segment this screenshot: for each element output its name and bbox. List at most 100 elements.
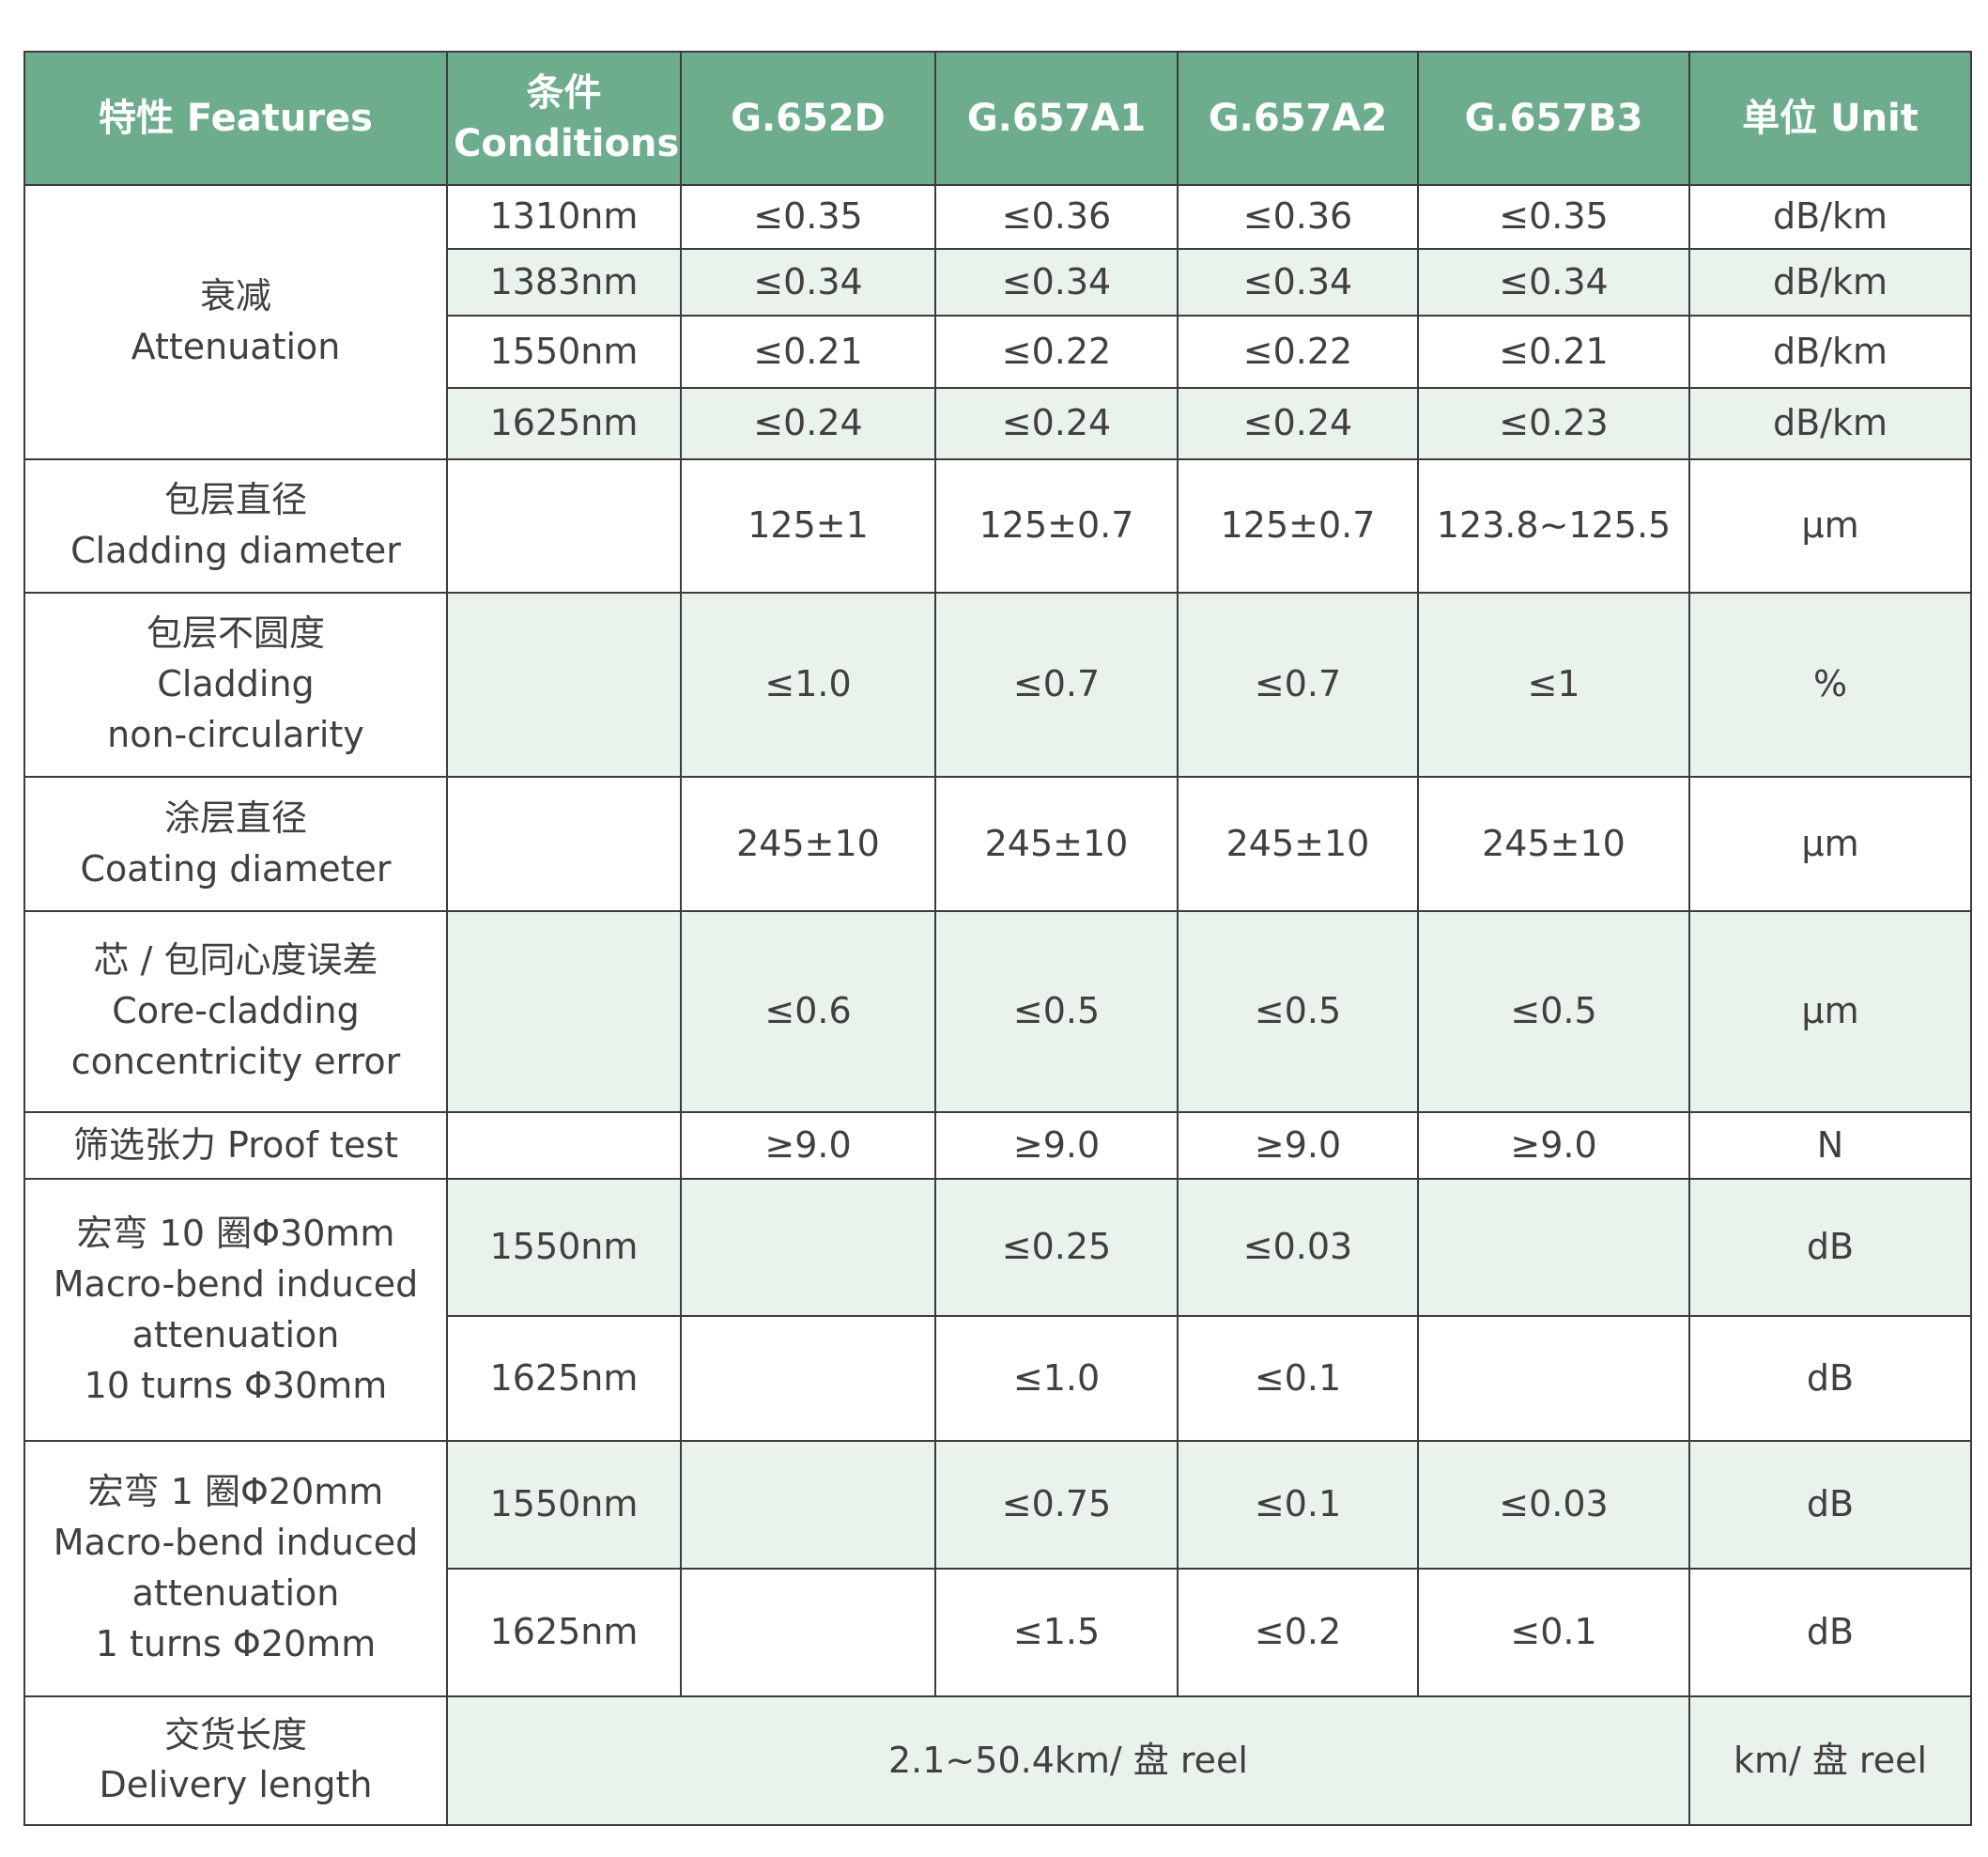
- condition-cell: [446, 591, 682, 779]
- unit-cell: dB/km: [1688, 387, 1972, 460]
- value-cell: ≤1.5: [934, 1568, 1179, 1697]
- header-g652d: G.652D: [680, 51, 936, 186]
- unit-cell: μm: [1688, 910, 1972, 1113]
- value-cell: ≤0.1: [1177, 1440, 1419, 1571]
- feature-label-cn: 包层直径: [163, 479, 307, 521]
- value-cell: ≤0.35: [1417, 183, 1690, 251]
- unit-cell: dB: [1688, 1315, 1972, 1443]
- feature-concentricity: 芯 / 包同心度误差 Core-cladding concentricity e…: [23, 910, 448, 1113]
- value-cell: ≤0.22: [934, 314, 1179, 390]
- feature-cladding-noncircularity: 包层不圆度 Cladding non-circularity: [23, 591, 448, 779]
- value-cell: 125±1: [680, 458, 936, 594]
- feature-label-cn: 涂层直径: [163, 797, 307, 839]
- feature-label-en: Macro-bend induced: [53, 1262, 419, 1305]
- value-cell: ≤0.25: [934, 1178, 1179, 1318]
- feature-label-en: Core-cladding: [112, 990, 360, 1032]
- header-unit: 单位 Unit: [1688, 51, 1972, 186]
- value-cell: ≤0.5: [1177, 910, 1419, 1113]
- spec-sheet: 特性 Features 条件 Conditions G.652D G.657A1 …: [23, 51, 1972, 1827]
- delivery-length-value: 2.1~50.4km/ 盘 reel: [446, 1695, 1690, 1827]
- table-row: 1625nm ≤0.24 ≤0.24 ≤0.24 ≤0.23 dB/km: [24, 387, 1972, 460]
- value-cell: [680, 1440, 936, 1571]
- value-cell: ≤0.24: [680, 387, 936, 460]
- value-cell: ≤0.24: [934, 387, 1179, 460]
- condition-cell: [446, 776, 682, 913]
- feature-label-en: Coating diameter: [80, 847, 392, 890]
- feature-label-en: Macro-bend induced: [53, 1522, 419, 1564]
- feature-attenuation: 衰减 Attenuation: [23, 184, 448, 460]
- value-cell: ≥9.0: [680, 1110, 936, 1181]
- header-g657b3: G.657B3: [1417, 51, 1690, 186]
- value-cell: ≤0.23: [1417, 387, 1690, 460]
- value-cell: ≥9.0: [1417, 1110, 1690, 1181]
- condition-cell: [446, 458, 682, 594]
- value-cell: ≤1: [1417, 591, 1690, 779]
- table-row: 包层不圆度 Cladding non-circularity ≤1.0 ≤0.7…: [23, 591, 1972, 779]
- feature-label-en: 10 turns Φ30mm: [84, 1364, 388, 1406]
- value-cell: ≤0.22: [1177, 314, 1419, 390]
- feature-coating-diameter: 涂层直径 Coating diameter: [23, 776, 448, 913]
- fiber-spec-table: 特性 Features 条件 Conditions G.652D G.657A1 …: [23, 51, 1972, 1827]
- value-cell: 245±10: [680, 776, 936, 913]
- feature-label-en: Cladding diameter: [70, 529, 401, 571]
- value-cell: [680, 1178, 936, 1318]
- feature-label-en: 1 turns Φ20mm: [95, 1623, 377, 1664]
- table-row: 包层直径 Cladding diameter 125±1 125±0.7 125…: [23, 458, 1972, 594]
- value-cell: ≤0.7: [1177, 591, 1419, 779]
- condition-cell: 1625nm: [446, 387, 682, 460]
- value-cell: ≤0.1: [1177, 1315, 1419, 1443]
- header-conditions: 条件 Conditions: [446, 51, 682, 186]
- table-row: 筛选张力 Proof test ≥9.0 ≥9.0 ≥9.0 ≥9.0 N: [23, 1110, 1972, 1181]
- value-cell: ≤0.75: [934, 1440, 1179, 1571]
- condition-cell: 1550nm: [446, 314, 682, 390]
- feature-cladding-diameter: 包层直径 Cladding diameter: [23, 458, 448, 594]
- unit-cell: dB/km: [1688, 183, 1972, 251]
- value-cell: [680, 1568, 936, 1697]
- header-features: 特性 Features: [23, 51, 448, 186]
- value-cell: ≤0.24: [1177, 387, 1419, 460]
- feature-proof-test: 筛选张力 Proof test: [23, 1110, 448, 1181]
- unit-cell: km/ 盘 reel: [1688, 1695, 1972, 1827]
- condition-cell: 1625nm: [446, 1568, 682, 1697]
- value-cell: 125±0.7: [934, 458, 1179, 594]
- value-cell: ≥9.0: [1177, 1110, 1419, 1181]
- table-row: 1550nm ≤0.21 ≤0.22 ≤0.22 ≤0.21 dB/km: [24, 314, 1972, 390]
- table-row: 宏弯 1 圈Φ20mm Macro-bend induced attenuati…: [23, 1440, 1972, 1697]
- condition-cell: 1310nm: [446, 183, 682, 251]
- table-row: 1625nm ≤1.5 ≤0.2 ≤0.1 dB: [24, 1568, 1972, 1697]
- feature-delivery-length: 交货长度 Delivery length: [23, 1695, 448, 1827]
- feature-label-en: attenuation: [131, 1572, 340, 1615]
- condition-cell: 1550nm: [446, 1440, 682, 1571]
- unit-cell: dB: [1688, 1178, 1972, 1318]
- value-cell: 245±10: [934, 776, 1179, 913]
- unit-cell: μm: [1688, 776, 1972, 913]
- table-row: 1383nm ≤0.34 ≤0.34 ≤0.34 ≤0.34 dB/km: [24, 248, 1972, 317]
- feature-label-en: concentricity error: [70, 1040, 401, 1082]
- value-cell: ≤0.34: [934, 248, 1179, 317]
- value-cell: ≤0.2: [1177, 1568, 1419, 1697]
- value-cell: ≤0.7: [934, 591, 1179, 779]
- value-cell: ≤0.03: [1417, 1440, 1690, 1571]
- value-cell: ≤1.0: [680, 591, 936, 779]
- feature-label-en: Delivery length: [99, 1764, 373, 1806]
- feature-label-cn: 包层不圆度: [146, 612, 325, 655]
- header-row: 特性 Features 条件 Conditions G.652D G.657A1 …: [23, 51, 1972, 186]
- unit-cell: dB: [1688, 1568, 1972, 1697]
- feature-label-en: attenuation: [131, 1313, 340, 1355]
- value-cell: ≤0.5: [1417, 910, 1690, 1113]
- feature-macrobend-10-turns: 宏弯 10 圈Φ30mm Macro-bend induced attenuat…: [23, 1178, 448, 1443]
- unit-cell: %: [1688, 591, 1972, 779]
- condition-cell: 1550nm: [446, 1178, 682, 1318]
- value-cell: 245±10: [1417, 776, 1690, 913]
- unit-cell: dB: [1688, 1440, 1972, 1571]
- value-cell: ≤0.34: [1417, 248, 1690, 317]
- table-row: 1625nm ≤1.0 ≤0.1 dB: [24, 1315, 1972, 1443]
- value-cell: ≤0.5: [934, 910, 1179, 1113]
- feature-macrobend-1-turn: 宏弯 1 圈Φ20mm Macro-bend induced attenuati…: [23, 1440, 448, 1697]
- feature-label-en: Attenuation: [131, 326, 341, 367]
- value-cell: ≤0.21: [1417, 314, 1690, 390]
- feature-label-en: Cladding: [157, 663, 315, 705]
- table-row: 交货长度 Delivery length 2.1~50.4km/ 盘 reel …: [23, 1695, 1972, 1827]
- value-cell: 125±0.7: [1177, 458, 1419, 594]
- value-cell: ≤0.36: [934, 183, 1179, 251]
